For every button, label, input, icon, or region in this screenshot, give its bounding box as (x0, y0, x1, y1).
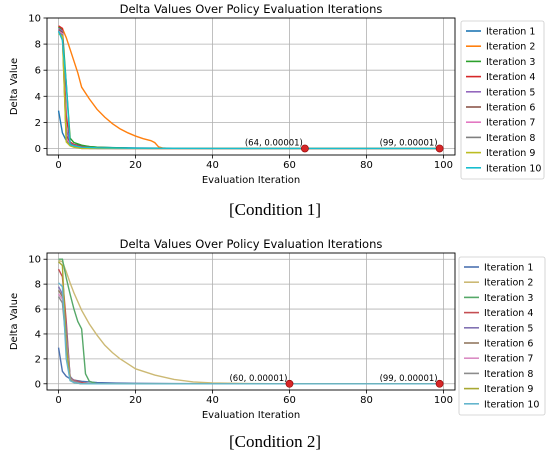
series-line (58, 33, 440, 150)
legend-label: Iteration 9 (484, 384, 533, 395)
legend-box (460, 20, 545, 180)
chart-title: Delta Values Over Policy Evaluation Iter… (120, 237, 383, 251)
y-axis-label: Delta Value (9, 293, 20, 350)
convergence-marker (435, 144, 444, 153)
marker-label: (99, 0.00001) (380, 374, 438, 384)
legend-label: Iteration 5 (484, 323, 533, 334)
convergence-marker (300, 144, 309, 153)
legend-label: Iteration 3 (486, 57, 535, 68)
x-tick-label: 20 (129, 160, 142, 171)
series-line (58, 258, 440, 385)
y-tick-label: 4 (35, 329, 41, 340)
caption-condition-2: [Condition 2] (228, 432, 322, 451)
x-tick-label: 80 (360, 395, 373, 406)
marker-label: (99, 0.00001) (380, 138, 438, 148)
x-tick-label: 60 (283, 160, 296, 171)
y-tick-label: 10 (28, 14, 41, 25)
y-tick-label: 2 (35, 118, 41, 129)
y-tick-label: 6 (35, 305, 41, 316)
series-line (57, 30, 440, 150)
series-group (57, 258, 440, 385)
x-axis-label: Evaluation Iteration (202, 175, 300, 186)
chart-1: (64, 0.00001) (99, 0.00001) 0 20 40 60 80 100 0 2… (9, 2, 545, 186)
legend-box (458, 256, 546, 416)
y-tick-label: 6 (35, 66, 41, 77)
legend-label: Iteration 8 (486, 133, 535, 144)
x-tick-label: 80 (360, 160, 373, 171)
series-group (57, 25, 440, 150)
y-tick-label: 0 (35, 144, 41, 155)
legend-label: Iteration 1 (486, 27, 535, 38)
convergence-marker (285, 379, 294, 388)
caption-condition-1: [Condition 1] (228, 200, 322, 219)
x-tick-label: 0 (55, 395, 61, 406)
x-tick-label: 40 (206, 395, 219, 406)
x-tick-label: 40 (206, 160, 219, 171)
legend-label: Iteration 8 (484, 369, 533, 380)
y-tick-label: 8 (35, 40, 41, 51)
legend-label: Iteration 2 (484, 278, 533, 289)
legend-label: Iteration 10 (486, 163, 541, 174)
marker-label: (64, 0.00001) (245, 138, 303, 148)
convergence-marker (435, 379, 444, 388)
legend-label: Iteration 3 (484, 293, 533, 304)
x-tick-label: 100 (434, 395, 453, 406)
y-tick-label: 8 (35, 280, 41, 291)
plot-frame (46, 252, 456, 391)
legend-label: Iteration 5 (486, 87, 535, 98)
y-axis-label: Delta Value (9, 58, 20, 115)
y-tick-label: 10 (28, 255, 41, 266)
plot-area (47, 253, 455, 390)
chart-2: (60, 0.00001) (99, 0.00001) 0 20 40 60 80 100 0 2… (9, 237, 546, 421)
legend-label: Iteration 7 (484, 354, 533, 365)
legend-label: Iteration 9 (486, 148, 535, 159)
x-tick-label: 100 (434, 160, 453, 171)
legend-label: Iteration 6 (484, 339, 533, 350)
x-tick-label: 0 (55, 160, 61, 171)
legend-label: Iteration 4 (486, 72, 535, 83)
plot-frame (46, 17, 456, 156)
series-line (58, 259, 440, 385)
y-tick-label: 0 (35, 379, 41, 390)
marker-label: (60, 0.00001) (229, 374, 287, 384)
legend-label: Iteration 1 (484, 263, 533, 274)
legend-label: Iteration 10 (484, 399, 539, 410)
y-tick-label: 2 (35, 354, 41, 365)
chart-title: Delta Values Over Policy Evaluation Iter… (120, 2, 383, 16)
plot-area (47, 18, 455, 155)
y-tick-label: 4 (35, 92, 41, 103)
legend-label: Iteration 4 (484, 308, 533, 319)
legend-label: Iteration 7 (486, 118, 535, 129)
legend-label: Iteration 6 (486, 103, 535, 114)
x-axis-label: Evaluation Iteration (202, 410, 300, 421)
x-tick-label: 20 (129, 395, 142, 406)
x-tick-label: 60 (283, 395, 296, 406)
series-line (58, 282, 440, 385)
legend-label: Iteration 2 (486, 42, 535, 53)
